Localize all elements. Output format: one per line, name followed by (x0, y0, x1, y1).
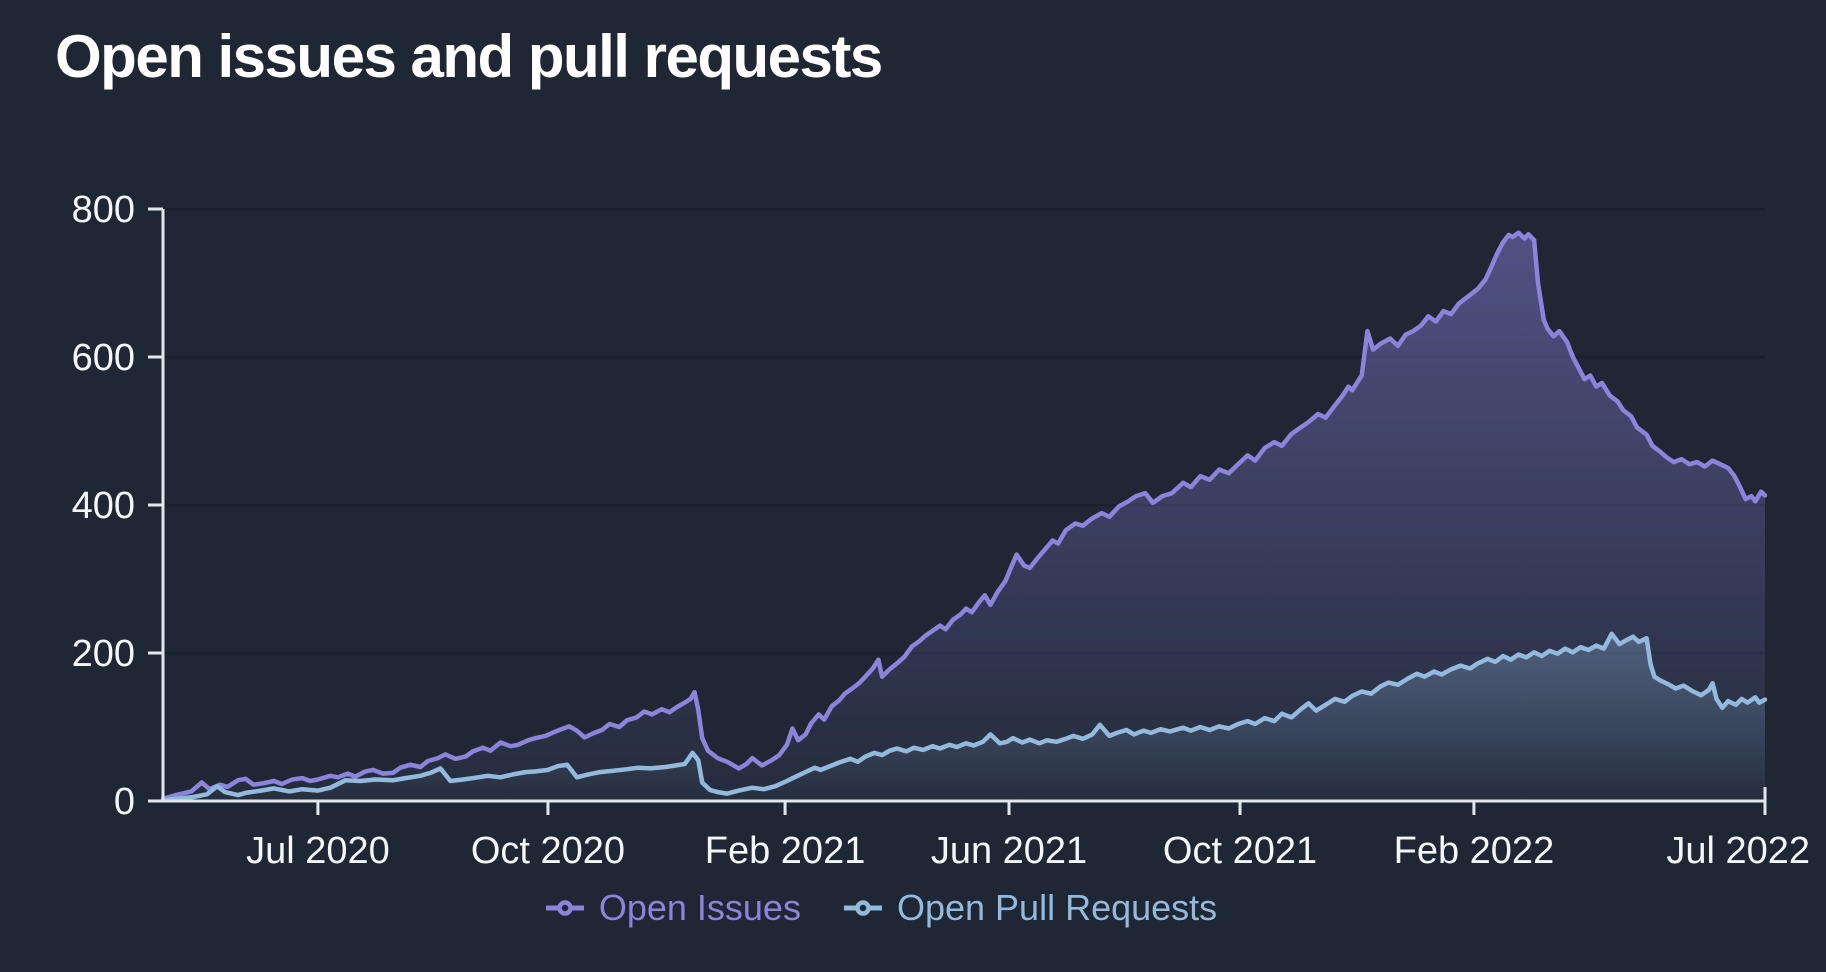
legend-item-open-issues[interactable]: Open Issues (545, 890, 801, 926)
x-axis-label: Jul 2022 (1666, 830, 1810, 872)
legend-label-open-issues: Open Issues (598, 887, 801, 928)
chart-legend: Open Issues Open Pull Requests (0, 890, 1826, 926)
legend-label-open-pull-requests: Open Pull Requests (896, 887, 1218, 928)
line-circle-marker-icon (545, 900, 584, 916)
x-axis-label: Feb 2022 (1394, 830, 1555, 872)
x-axis-label: Oct 2021 (1163, 830, 1317, 872)
series-line-open-pull-requests[interactable] (160, 631, 1768, 803)
line-circle-marker-icon (843, 900, 882, 916)
x-axis-label: Oct 2020 (471, 830, 625, 872)
y-axis-label: 0 (114, 781, 135, 823)
series-area-open-issues (163, 232, 1765, 801)
y-axis-label: 600 (72, 337, 135, 379)
legend-item-open-pull-requests[interactable]: Open Pull Requests (843, 890, 1217, 926)
series-area-open-pull-requests (163, 633, 1765, 801)
x-axis-label: Feb 2021 (705, 830, 866, 872)
y-axis-label: 200 (72, 633, 135, 675)
page-title: Open issues and pull requests (55, 23, 883, 90)
y-axis-label: 800 (72, 189, 135, 231)
series-line-open-issues[interactable] (160, 230, 1768, 802)
x-axis-label: Jun 2021 (931, 830, 1087, 872)
y-axis-label: 400 (72, 485, 135, 527)
x-axis-label: Jul 2020 (246, 830, 390, 872)
